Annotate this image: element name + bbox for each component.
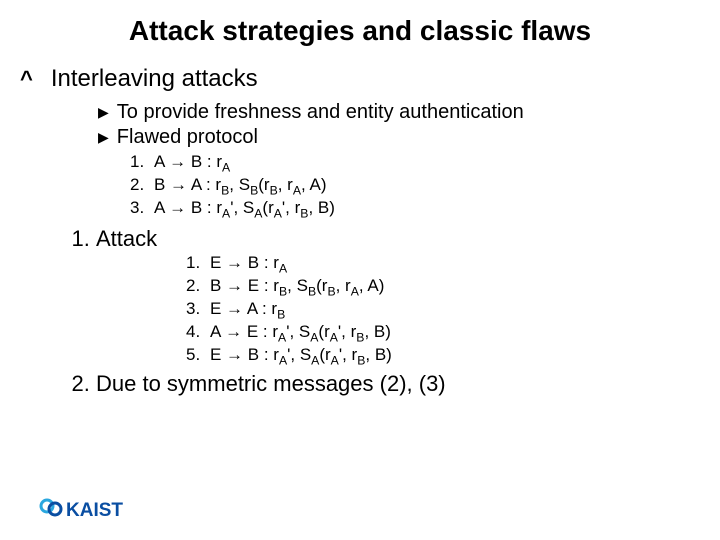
attack-step: E → A : rB	[210, 298, 285, 321]
attack-step: B → E : rB, SB(rB, rA, A)	[210, 275, 384, 298]
step-number: 1.	[186, 252, 204, 275]
due-text: Due to symmetric messages (2), (3)	[96, 371, 446, 396]
slide-title: Attack strategies and classic flaws	[50, 15, 670, 47]
step-number: 3.	[130, 197, 148, 220]
triangle-icon: ▶	[98, 105, 109, 119]
bullet-list: ▶ To provide freshness and entity authen…	[98, 101, 670, 149]
step-number: 1.	[130, 151, 148, 174]
section-heading: Interleaving attacks	[51, 65, 258, 93]
kaist-logo: KAIST	[36, 496, 136, 524]
protocol-list: 1. A → B : rA 2. B → A : rB, SB(rB, rA, …	[130, 151, 670, 220]
svg-text:KAIST: KAIST	[66, 500, 123, 521]
protocol-step: A → B : rA', SA(rA', rB, B)	[154, 197, 335, 220]
attack-step: E → B : rA	[210, 252, 287, 275]
step-number: 4.	[186, 321, 204, 344]
step-number: 3.	[186, 298, 204, 321]
attack-step: E → B : rA', SA(rA', rB, B)	[210, 344, 392, 367]
protocol-step: A → B : rA	[154, 151, 230, 174]
caret-icon: ^	[20, 68, 33, 90]
attack-steps: 1. E → B : rA 2. B → E : rB, SB(rB, rA, …	[186, 252, 670, 367]
triangle-icon: ▶	[98, 130, 109, 144]
list-item: Attack 1. E → B : rA 2. B → E : rB, SB(r…	[96, 226, 670, 367]
list-item: Due to symmetric messages (2), (3)	[96, 371, 670, 397]
numbered-list: Attack 1. E → B : rA 2. B → E : rB, SB(r…	[68, 226, 670, 397]
bullet-text: Flawed protocol	[117, 126, 258, 149]
protocol-step: B → A : rB, SB(rB, rA, A)	[154, 174, 327, 197]
step-number: 2.	[130, 174, 148, 197]
step-number: 5.	[186, 344, 204, 367]
step-number: 2.	[186, 275, 204, 298]
bullet-text: To provide freshness and entity authenti…	[117, 101, 524, 124]
attack-heading: Attack	[96, 226, 157, 251]
attack-step: A → E : rA', SA(rA', rB, B)	[210, 321, 391, 344]
